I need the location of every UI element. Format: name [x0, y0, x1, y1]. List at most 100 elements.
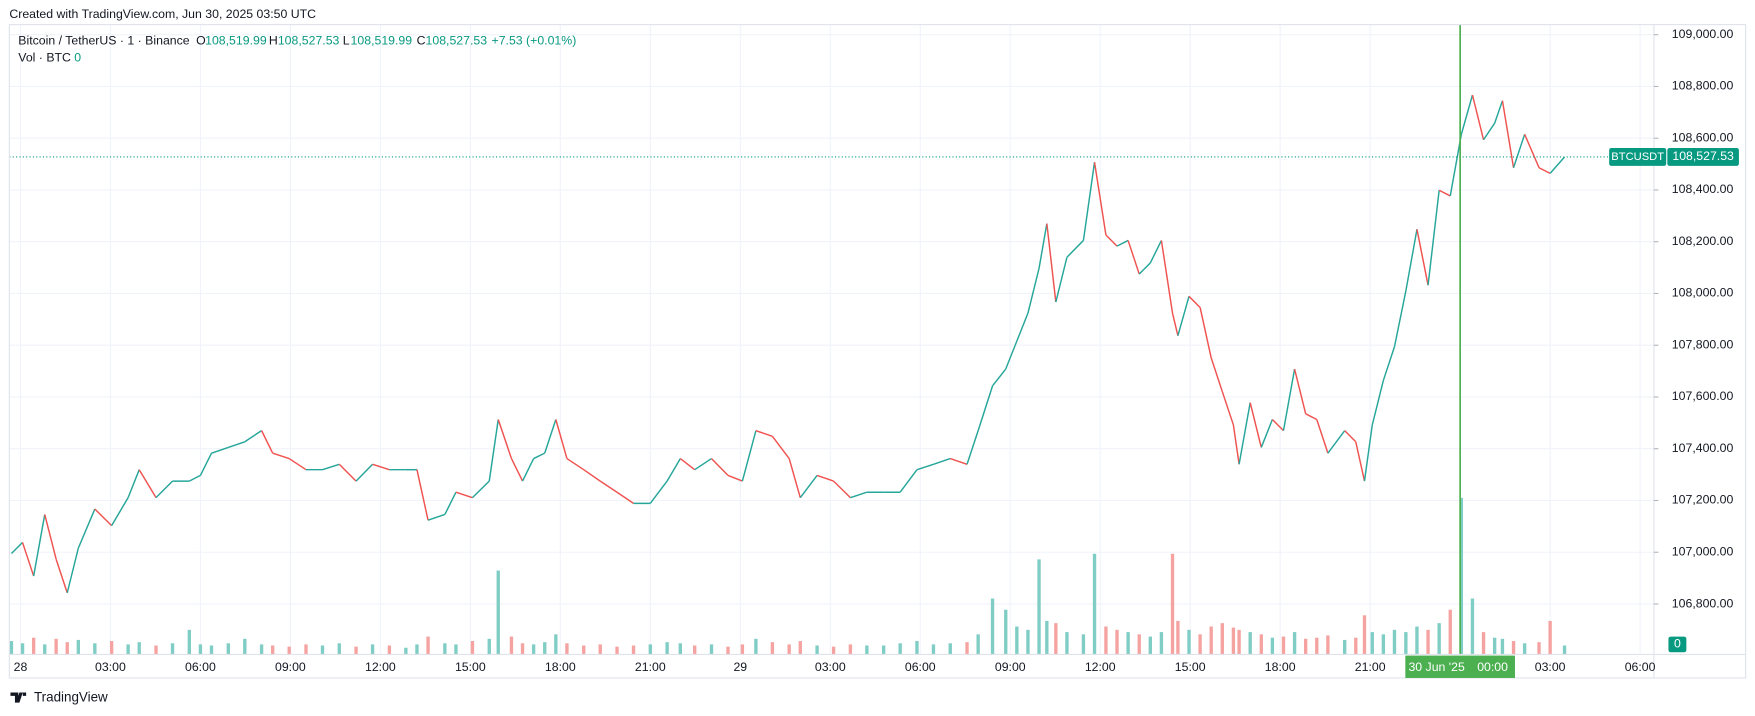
volume-bar [271, 645, 275, 655]
volume-bar [787, 644, 791, 655]
price-segment [1416, 229, 1429, 286]
volume-bar [496, 570, 500, 655]
volume-bar [1004, 609, 1008, 655]
price-segment [741, 430, 757, 482]
y-tick-label: 107,800.00 [1672, 337, 1734, 351]
price-segment [521, 458, 535, 482]
price-label: 108,527.53 [1672, 149, 1734, 163]
price-segment [1512, 134, 1526, 168]
volume-bar [1426, 629, 1430, 655]
x-tick-label: 09:00 [275, 660, 306, 674]
x-tick-label: 06:00 [185, 660, 216, 674]
volume-bar [31, 637, 36, 655]
volume-bar [154, 645, 158, 655]
price-segment [111, 497, 129, 526]
volume-bar [415, 644, 419, 655]
volume-bar [170, 643, 175, 655]
volume-bar [1104, 626, 1108, 655]
price-segment [355, 463, 374, 482]
price-segment [228, 441, 246, 449]
price-segment [991, 368, 1007, 387]
volume-bar [693, 645, 697, 655]
grid [9, 24, 1654, 655]
x-tick-label: 15:00 [455, 660, 486, 674]
price-segment [966, 430, 979, 465]
crosshair-time: 00:00 [1477, 660, 1508, 674]
volume-bar [648, 644, 652, 655]
crosshair-badge [1405, 655, 1515, 678]
volume-bar [990, 598, 995, 655]
volume-bar [582, 645, 586, 655]
price-segment [1027, 268, 1040, 314]
volume-bar [1220, 623, 1224, 655]
x-tick-label: 28 [14, 660, 28, 674]
legend-volume-label: Vol · BTC [18, 50, 71, 64]
volume-bar [76, 639, 81, 655]
price-segment [1177, 296, 1190, 336]
y-tick-label: 107,400.00 [1672, 441, 1734, 455]
volume-bar [865, 645, 869, 655]
price-segment [32, 514, 46, 577]
price-segment [21, 542, 35, 577]
price-segment [1210, 357, 1223, 392]
volume-bar [1259, 634, 1263, 655]
price-segment [566, 457, 585, 471]
volume-bar [1392, 629, 1397, 655]
price-segment [188, 474, 201, 482]
price-segment [77, 508, 96, 549]
volume-bar [965, 642, 969, 655]
volume-bar [243, 638, 247, 655]
price-segment [1549, 156, 1566, 174]
legend-symbol: Bitcoin / TetherUS · 1 · Binance [18, 34, 189, 48]
price-segment [1232, 424, 1240, 465]
y-tick-label: 107,200.00 [1672, 493, 1734, 507]
volume-bar [54, 638, 58, 655]
volume-bar [543, 642, 547, 655]
volume-bar [915, 641, 919, 655]
price-segment [755, 429, 773, 438]
price-segment [1382, 346, 1396, 381]
volume-bar [1092, 553, 1097, 655]
price-segment [55, 559, 68, 594]
brand-name: TradingView [34, 690, 108, 705]
volume-bar [1470, 598, 1475, 655]
x-tick-label: 03:00 [1535, 660, 1566, 674]
volume-bar [740, 644, 745, 655]
x-tick-label: 21:00 [1355, 660, 1386, 674]
volume-bar [1281, 636, 1286, 655]
volume-bar [404, 647, 408, 655]
x-tick-label: 12:00 [1085, 660, 1116, 674]
price-segment [1293, 368, 1307, 414]
volume-bar [43, 644, 47, 655]
legend: Bitcoin / TetherUS · 1 · Binance O 108,5… [18, 34, 576, 65]
volume-bar [1304, 638, 1308, 655]
volume-bar [1537, 642, 1541, 655]
volume-bar [470, 641, 475, 655]
y-tick-label: 109,000.00 [1672, 27, 1734, 41]
volume-bar [1415, 626, 1419, 655]
price-segment [649, 480, 668, 504]
price-segment [211, 446, 229, 454]
y-tick-label: 108,400.00 [1672, 182, 1734, 196]
price-segment [916, 463, 934, 471]
volume-bar [520, 643, 525, 655]
volume-bar [320, 645, 325, 655]
price-segment [1501, 100, 1515, 168]
price-segment [1471, 94, 1485, 140]
volume-bar [1562, 645, 1567, 655]
volume-bar [65, 642, 69, 655]
price-segment [1055, 257, 1068, 303]
x-tick-label: 15:00 [1175, 660, 1206, 674]
legend-low-label: L [343, 34, 350, 48]
y-tick-label: 107,600.00 [1672, 389, 1734, 403]
volume-bar [1437, 623, 1441, 655]
y-tick-label: 108,600.00 [1672, 130, 1734, 144]
price-segment [1249, 402, 1262, 448]
price-segment [1344, 430, 1357, 443]
volume-bar [1115, 629, 1119, 655]
volume-bar [1054, 623, 1058, 655]
price-segment [288, 457, 307, 471]
volume-bar [259, 644, 264, 655]
price-segment [533, 452, 546, 460]
